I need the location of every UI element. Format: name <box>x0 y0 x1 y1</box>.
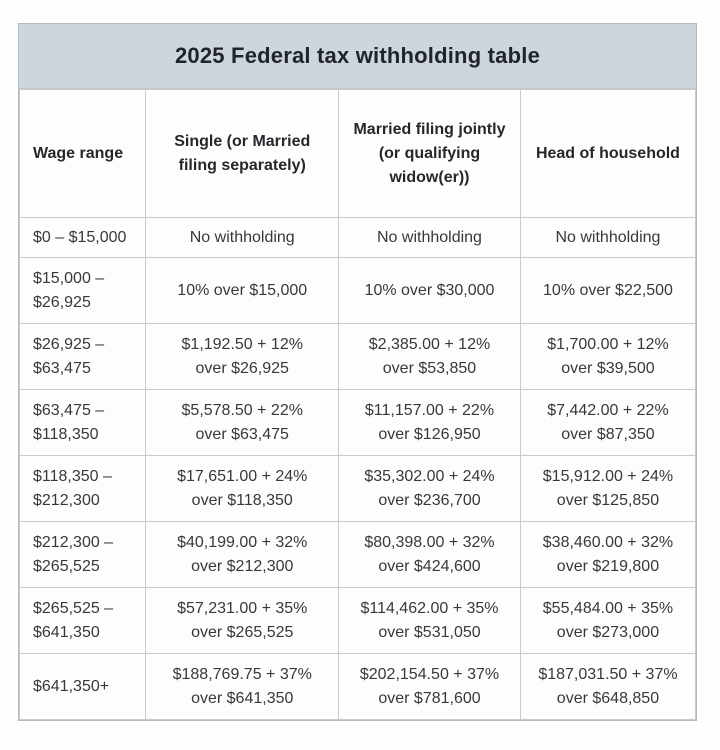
head-of-household-cell: $15,912.00 + 24% over $125,850 <box>519 455 697 522</box>
table-row: $118,350 – $212,300 $17,651.00 + 24% ove… <box>18 455 697 522</box>
wage-range-cell: $26,925 – $63,475 <box>18 323 147 390</box>
wage-range-cell: $15,000 – $26,925 <box>18 257 147 324</box>
wage-range-cell: $63,475 – $118,350 <box>18 389 147 456</box>
head-of-household-cell: $7,442.00 + 22% over $87,350 <box>519 389 697 456</box>
column-header-single: Single (or Married filing separately) <box>145 89 340 218</box>
wage-range-cell: $641,350+ <box>18 653 147 720</box>
wage-range-cell: $265,525 – $641,350 <box>18 587 147 654</box>
married-jointly-cell: $11,157.00 + 22% over $126,950 <box>338 389 521 456</box>
table-row: $212,300 – $265,525 $40,199.00 + 32% ove… <box>18 521 697 588</box>
married-jointly-cell: $202,154.50 + 37% over $781,600 <box>338 653 521 720</box>
single-cell: No withholding <box>145 217 340 258</box>
table-title-bar: 2025 Federal tax withholding table <box>19 24 696 89</box>
column-header-head-of-household: Head of household <box>519 89 697 218</box>
head-of-household-cell: 10% over $22,500 <box>519 257 697 324</box>
column-header-row: Wage range Single (or Married filing sep… <box>18 89 697 218</box>
head-of-household-cell: No withholding <box>519 217 697 258</box>
married-jointly-cell: 10% over $30,000 <box>338 257 521 324</box>
single-cell: $40,199.00 + 32% over $212,300 <box>145 521 340 588</box>
married-jointly-cell: $114,462.00 + 35% over $531,050 <box>338 587 521 654</box>
head-of-household-cell: $38,460.00 + 32% over $219,800 <box>519 521 697 588</box>
wage-range-cell: $212,300 – $265,525 <box>18 521 147 588</box>
married-jointly-cell: No withholding <box>338 217 521 258</box>
single-cell: $5,578.50 + 22% over $63,475 <box>145 389 340 456</box>
single-cell: $17,651.00 + 24% over $118,350 <box>145 455 340 522</box>
single-cell: $57,231.00 + 35% over $265,525 <box>145 587 340 654</box>
table-row: $15,000 – $26,925 10% over $15,000 10% o… <box>18 257 697 324</box>
column-header-wage-range: Wage range <box>18 89 147 218</box>
head-of-household-cell: $187,031.50 + 37% over $648,850 <box>519 653 697 720</box>
single-cell: $1,192.50 + 12% over $26,925 <box>145 323 340 390</box>
table-row: $641,350+ $188,769.75 + 37% over $641,35… <box>18 653 697 720</box>
single-cell: $188,769.75 + 37% over $641,350 <box>145 653 340 720</box>
table-row: $26,925 – $63,475 $1,192.50 + 12% over $… <box>18 323 697 390</box>
married-jointly-cell: $2,385.00 + 12% over $53,850 <box>338 323 521 390</box>
wage-range-cell: $0 – $15,000 <box>18 217 147 258</box>
head-of-household-cell: $55,484.00 + 35% over $273,000 <box>519 587 697 654</box>
table-title: 2025 Federal tax withholding table <box>175 43 540 68</box>
tax-table-grid: Wage range Single (or Married filing sep… <box>18 89 697 720</box>
married-jointly-cell: $35,302.00 + 24% over $236,700 <box>338 455 521 522</box>
wage-range-cell: $118,350 – $212,300 <box>18 455 147 522</box>
married-jointly-cell: $80,398.00 + 32% over $424,600 <box>338 521 521 588</box>
table-row: $63,475 – $118,350 $5,578.50 + 22% over … <box>18 389 697 456</box>
table-row: $265,525 – $641,350 $57,231.00 + 35% ove… <box>18 587 697 654</box>
tax-withholding-table: 2025 Federal tax withholding table Wage … <box>18 23 697 721</box>
table-row: $0 – $15,000 No withholding No withholdi… <box>18 217 697 258</box>
column-header-married-jointly: Married filing jointly (or qualifying wi… <box>338 89 521 218</box>
head-of-household-cell: $1,700.00 + 12% over $39,500 <box>519 323 697 390</box>
single-cell: 10% over $15,000 <box>145 257 340 324</box>
